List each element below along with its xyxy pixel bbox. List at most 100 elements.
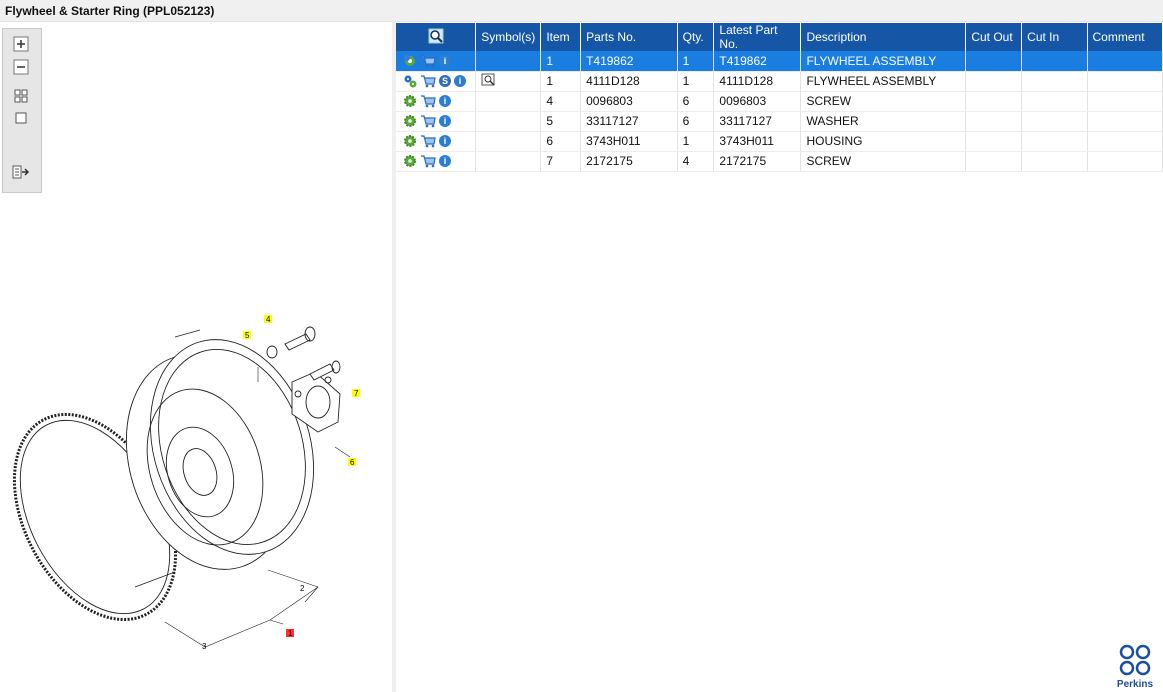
- leader-lines: [164, 367, 351, 648]
- callout-1[interactable]: 1: [288, 629, 293, 638]
- callout-7[interactable]: 7: [354, 389, 359, 398]
- info-icon[interactable]: i: [454, 75, 466, 87]
- gear-icon[interactable]: [403, 94, 417, 108]
- cart-icon[interactable]: [420, 94, 436, 108]
- col-header-symbol[interactable]: Symbol(s): [475, 23, 542, 51]
- cell-comment: [1087, 111, 1163, 132]
- row-action-icons: i: [396, 151, 477, 172]
- export-button[interactable]: [11, 163, 31, 181]
- assembly-gear-icon[interactable]: [403, 54, 417, 68]
- cell-latest-part: 33117127: [713, 111, 802, 132]
- cell-parts-no: 2172175: [580, 151, 678, 172]
- cell-cut-in: [1021, 111, 1088, 132]
- cell-item: 6: [540, 131, 582, 152]
- exploded-parts-diagram[interactable]: 4 5 7 6 2 1 3: [0, 282, 392, 682]
- diagram-pane[interactable]: 4 5 7 6 2 1 3: [0, 22, 392, 692]
- view-toolbox: [2, 28, 42, 193]
- fit-page-button[interactable]: [11, 109, 31, 127]
- fit-all-button[interactable]: [11, 87, 31, 105]
- gear-icon[interactable]: [403, 134, 417, 148]
- window-title: Flywheel & Starter Ring (PPL052123): [5, 4, 215, 18]
- cell-cut-in: [1021, 151, 1088, 172]
- row-action-icons: i: [396, 131, 477, 152]
- table-row[interactable]: i 4 0096803 6 0096803 SCREW: [396, 91, 1163, 112]
- col-header-item[interactable]: Item: [540, 23, 582, 51]
- cell-description: FLYWHEEL ASSEMBLY: [800, 51, 967, 72]
- cell-cut-in: [1021, 91, 1088, 112]
- cell-description: WASHER: [800, 111, 967, 132]
- cell-symbol[interactable]: [475, 151, 542, 172]
- cell-latest-part: 3743H011: [713, 131, 802, 152]
- cell-latest-part: 0096803: [713, 91, 802, 112]
- cell-comment: [1087, 131, 1163, 152]
- cart-icon[interactable]: [420, 154, 436, 168]
- callout-2[interactable]: 2: [300, 584, 305, 593]
- gear-icon[interactable]: [403, 114, 417, 128]
- col-header-description[interactable]: Description: [800, 23, 967, 51]
- zoom-out-icon: [13, 59, 29, 75]
- table-row[interactable]: i 1 T419862 1 T419862 FLYWHEEL ASSEMBLY: [396, 51, 1163, 72]
- col-header-comment[interactable]: Comment: [1087, 23, 1163, 51]
- row-action-icons: i: [396, 51, 477, 72]
- info-icon[interactable]: i: [439, 54, 451, 67]
- cell-symbol[interactable]: [475, 91, 542, 112]
- callout-5[interactable]: 5: [245, 331, 250, 340]
- cell-comment: [1087, 71, 1163, 92]
- info-icon[interactable]: i: [439, 115, 451, 127]
- row-action-icons: i: [396, 111, 477, 132]
- callout-labels: 4 5 7 6 2 1 3: [202, 315, 360, 651]
- cell-qty: 1: [677, 131, 715, 152]
- col-header-parts-no[interactable]: Parts No.: [580, 23, 678, 51]
- gear-icon[interactable]: [403, 154, 417, 168]
- callout-6[interactable]: 6: [350, 458, 355, 467]
- cart-icon[interactable]: [420, 74, 436, 88]
- cell-description: SCREW: [800, 91, 967, 112]
- gears-icon[interactable]: [403, 74, 417, 88]
- cell-cut-out: [965, 91, 1023, 112]
- cell-qty: 4: [677, 151, 715, 172]
- cell-qty: 1: [677, 71, 715, 92]
- table-row[interactable]: i 6 3743H011 1 3743H011 HOUSING: [396, 131, 1163, 152]
- square-icon: [15, 112, 27, 124]
- s-icon[interactable]: S: [439, 75, 451, 87]
- col-header-cut-in[interactable]: Cut In: [1021, 23, 1088, 51]
- info-icon[interactable]: i: [439, 135, 451, 147]
- col-header-latest-part[interactable]: Latest Part No.: [713, 23, 802, 51]
- pane-splitter[interactable]: [392, 22, 396, 692]
- washer-part: [266, 345, 278, 359]
- cell-symbol[interactable]: [475, 111, 542, 132]
- zoom-in-icon: [13, 36, 29, 52]
- cell-item: 1: [540, 51, 582, 72]
- col-header-qty[interactable]: Qty.: [677, 23, 715, 51]
- cell-parts-no: 0096803: [580, 91, 678, 112]
- cell-symbol[interactable]: [475, 51, 542, 72]
- brand-name: Perkins: [1116, 679, 1154, 690]
- info-icon[interactable]: i: [439, 95, 451, 107]
- cart-icon[interactable]: [420, 54, 436, 68]
- callout-3[interactable]: 3: [202, 642, 207, 651]
- info-icon[interactable]: i: [439, 155, 451, 167]
- cell-symbol[interactable]: [475, 131, 542, 152]
- zoom-in-button[interactable]: [11, 35, 31, 53]
- callout-4[interactable]: 4: [266, 315, 271, 324]
- cell-cut-out: [965, 111, 1023, 132]
- table-row[interactable]: i 7 2172175 4 2172175 SCREW: [396, 151, 1163, 172]
- book-search-icon[interactable]: [481, 73, 497, 87]
- col-header-icons[interactable]: [396, 23, 477, 51]
- col-header-cut-out[interactable]: Cut Out: [965, 23, 1023, 51]
- cell-symbol[interactable]: [475, 71, 542, 92]
- cell-parts-no: 3743H011: [580, 131, 678, 152]
- cart-icon[interactable]: [420, 134, 436, 148]
- cell-item: 5: [540, 111, 582, 132]
- cart-icon[interactable]: [420, 114, 436, 128]
- cell-cut-in: [1021, 71, 1088, 92]
- table-header-row: Symbol(s) Item Parts No. Qty. Latest Par…: [396, 23, 1163, 51]
- screw-part-4: [284, 326, 316, 351]
- zoom-out-button[interactable]: [11, 58, 31, 76]
- cell-cut-out: [965, 71, 1023, 92]
- table-row[interactable]: i 5 33117127 6 33117127 WASHER: [396, 111, 1163, 132]
- parts-table: Symbol(s) Item Parts No. Qty. Latest Par…: [396, 23, 1163, 172]
- cell-description: HOUSING: [800, 131, 967, 152]
